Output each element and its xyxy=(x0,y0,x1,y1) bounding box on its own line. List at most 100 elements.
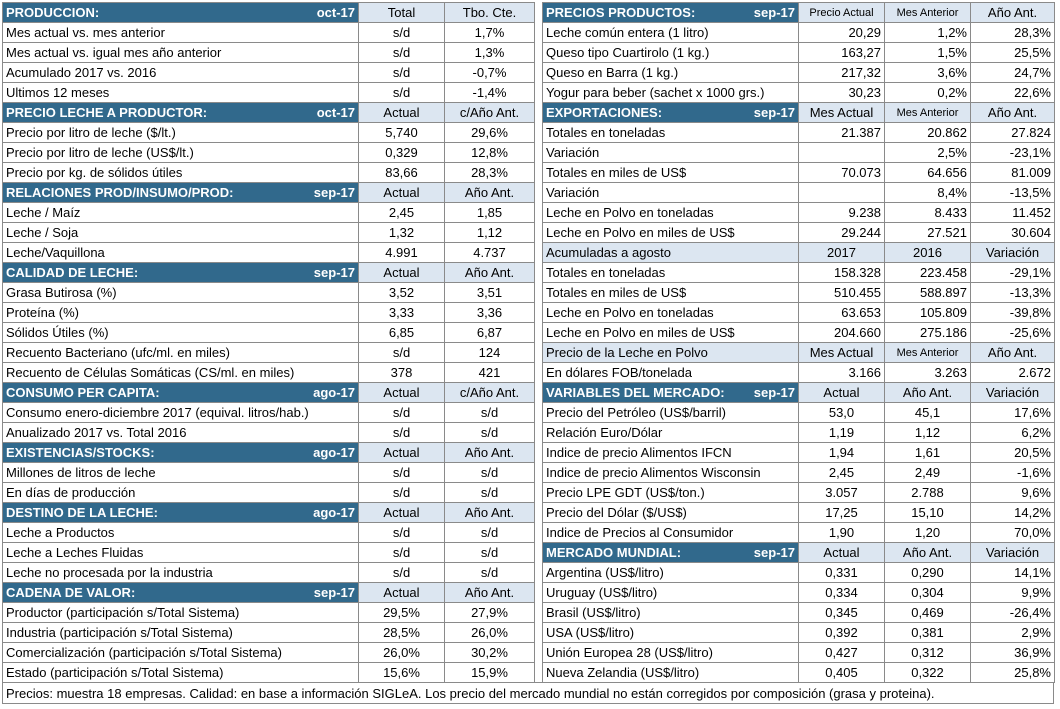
row-value: 0,2% xyxy=(884,82,971,103)
row-label: USA (US$/litro) xyxy=(542,622,799,643)
row-value: 0,469 xyxy=(884,602,971,623)
row-label: Recuento Bacteriano (ufc/ml. en miles) xyxy=(2,342,359,363)
table-row: Precio por litro de leche ($/lt.) 5,740 29… xyxy=(2,122,535,143)
row-label: Indice de precio Alimentos IFCN xyxy=(542,442,799,463)
section-period: ago-17 xyxy=(313,444,355,460)
row-label: Queso tipo Cuartirolo (1 kg.) xyxy=(542,42,799,63)
section-header: MERCADO MUNDIAL: sep-17 xyxy=(542,542,799,563)
section-period: oct-17 xyxy=(316,104,355,120)
table-row: Precio por litro de leche (US$/lt.) 0,329… xyxy=(2,142,535,163)
row-value: 8,4% xyxy=(884,182,971,203)
row-value: -39,8% xyxy=(970,302,1055,323)
row-value: 0,392 xyxy=(798,622,885,643)
section-title: EXISTENCIAS/STOCKS: xyxy=(6,444,155,460)
row-value: 0,290 xyxy=(884,562,971,583)
section-header: CONSUMO PER CAPITA: ago-17 xyxy=(2,382,359,403)
row-value: 30,2% xyxy=(444,642,535,663)
row-value: s/d xyxy=(444,522,535,543)
row-value: 63.653 xyxy=(798,302,885,323)
table-row: Queso tipo Cuartirolo (1 kg.) 163,27 1,5% 2… xyxy=(542,42,1055,63)
column-header: Año Ant. xyxy=(444,262,535,283)
row-value: 1,2% xyxy=(884,22,971,43)
row-value: 2,9% xyxy=(970,622,1055,643)
table-row: Leche en Polvo en miles de US$ 29.244 27.5… xyxy=(542,222,1055,243)
column-header: Variación xyxy=(970,242,1055,263)
section-header: Precio de la Leche en Polvo xyxy=(542,342,799,363)
row-label: Relación Euro/Dólar xyxy=(542,422,799,443)
exportaciones-header-row: EXPORTACIONES: sep-17 Mes Actual Mes Anteri… xyxy=(542,102,1055,123)
row-value: 378 xyxy=(358,362,445,383)
section-title: CADENA DE VALOR: xyxy=(6,584,136,600)
existencias-header-row: EXISTENCIAS/STOCKS: ago-17 Actual Año Ant. xyxy=(2,442,535,463)
row-value: 30.604 xyxy=(970,222,1055,243)
row-value: 6,85 xyxy=(358,322,445,343)
row-value: 1,32 xyxy=(358,222,445,243)
row-value: 0,405 xyxy=(798,662,885,683)
column-header: Año Ant. xyxy=(444,182,535,203)
row-value: 29,6% xyxy=(444,122,535,143)
section-title: RELACIONES PROD/INSUMO/PROD: xyxy=(6,184,234,200)
column-header: Variación xyxy=(970,542,1055,563)
row-value: 0,427 xyxy=(798,642,885,663)
row-value: 28,3% xyxy=(970,22,1055,43)
row-value: 27,9% xyxy=(444,602,535,623)
row-label: Variación xyxy=(542,182,799,203)
table-row: Leche en Polvo en toneladas 9.238 8.433 11.… xyxy=(542,202,1055,223)
footnote: Precios: muestra 18 empresas. Calidad: e… xyxy=(2,682,1054,704)
row-value: 1,3% xyxy=(444,42,535,63)
row-value: 36,9% xyxy=(970,642,1055,663)
table-row: Recuento Bacteriano (ufc/ml. en miles) s/… xyxy=(2,342,535,363)
row-label: Totales en toneladas xyxy=(542,122,799,143)
table-row: Precio por kg. de sólidos útiles 83,66 28,… xyxy=(2,162,535,183)
row-label: Leche en Polvo en toneladas xyxy=(542,202,799,223)
table-row: Unión Europea 28 (US$/litro) 0,427 0,312 36… xyxy=(542,642,1055,663)
row-value: 15,6% xyxy=(358,662,445,683)
section-title: CONSUMO PER CAPITA: xyxy=(6,384,160,400)
row-value: 64.656 xyxy=(884,162,971,183)
table-row: Leche a Leches Fluidas s/d s/d xyxy=(2,542,535,563)
column-header: Actual xyxy=(798,542,885,563)
table-row: Recuento de Células Somáticas (CS/ml. en… xyxy=(2,362,535,383)
row-label: Yogur para beber (sachet x 1000 grs.) xyxy=(542,82,799,103)
section-title: PRECIOS PRODUCTOS: xyxy=(546,4,696,20)
row-value: 0,329 xyxy=(358,142,445,163)
row-value: s/d xyxy=(358,402,445,423)
table-row: Indice de precio Alimentos Wisconsin 2,45… xyxy=(542,462,1055,483)
row-value: s/d xyxy=(444,562,535,583)
row-value: 6,87 xyxy=(444,322,535,343)
section-title: PRODUCCION: xyxy=(6,4,100,20)
left-panel-table: PRODUCCION: oct-17 Total Tbo. Cte. Mes actua… xyxy=(2,2,535,683)
section-period: ago-17 xyxy=(313,504,355,520)
row-value: 70,0% xyxy=(970,522,1055,543)
row-label: Nueva Zelandia (US$/litro) xyxy=(542,662,799,683)
row-value xyxy=(798,142,885,163)
table-row: Consumo enero-diciembre 2017 (equival. l… xyxy=(2,402,535,423)
column-header: Año Ant. xyxy=(970,2,1055,23)
row-value: 588.897 xyxy=(884,282,971,303)
column-header: Año Ant. xyxy=(444,502,535,523)
row-value: 0,334 xyxy=(798,582,885,603)
row-value: 14,1% xyxy=(970,562,1055,583)
row-value: 0,381 xyxy=(884,622,971,643)
row-value: 28,3% xyxy=(444,162,535,183)
row-label: Millones de litros de leche xyxy=(2,462,359,483)
table-row: Argentina (US$/litro) 0,331 0,290 14,1% xyxy=(542,562,1055,583)
row-value xyxy=(798,182,885,203)
column-header: Año Ant. xyxy=(444,442,535,463)
row-value: 20,29 xyxy=(798,22,885,43)
row-label: Indice de Precios al Consumidor xyxy=(542,522,799,543)
table-row: Indice de Precios al Consumidor 1,90 1,20 7… xyxy=(542,522,1055,543)
acumuladas-header-row: Acumuladas a agosto 2017 2016 Variación xyxy=(542,242,1055,263)
row-label: Grasa Butirosa (%) xyxy=(2,282,359,303)
column-header: Actual xyxy=(358,502,445,523)
row-value: 12,8% xyxy=(444,142,535,163)
row-value: 1,7% xyxy=(444,22,535,43)
table-row: Yogur para beber (sachet x 1000 grs.) 30,… xyxy=(542,82,1055,103)
column-header: Mes Actual xyxy=(798,342,885,363)
row-value: 2,49 xyxy=(884,462,971,483)
column-header: 2016 xyxy=(884,242,971,263)
row-value: 27.824 xyxy=(970,122,1055,143)
table-row: Queso en Barra (1 kg.) 217,32 3,6% 24,7% xyxy=(542,62,1055,83)
row-value: 1,61 xyxy=(884,442,971,463)
row-label: Totales en miles de US$ xyxy=(542,282,799,303)
